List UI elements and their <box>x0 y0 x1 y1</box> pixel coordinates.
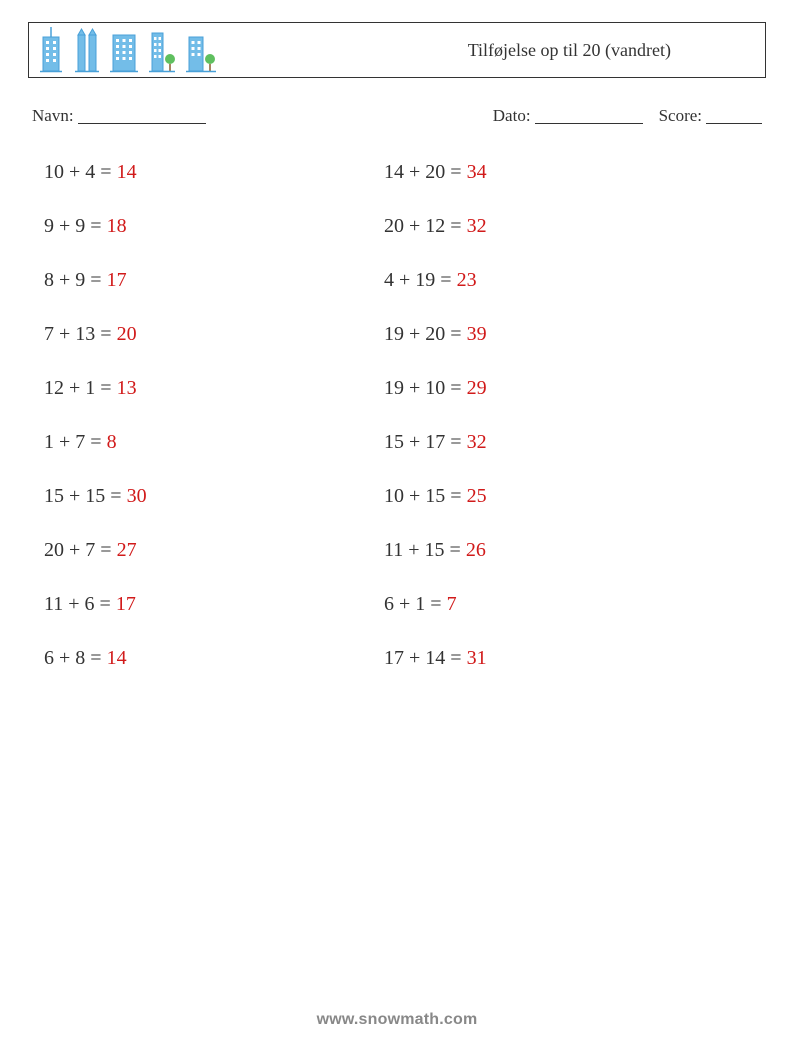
name-label: Navn: <box>32 106 74 126</box>
problem-row: 20 + 12 = 32 <box>384 216 487 236</box>
problem-answer: 14 <box>107 647 127 669</box>
score-label: Score: <box>659 106 702 126</box>
problem-answer: 32 <box>467 431 487 453</box>
problem-expression: 17 + 14 = <box>384 647 467 669</box>
problem-expression: 10 + 4 = <box>44 161 117 183</box>
problem-row: 10 + 4 = 14 <box>44 162 384 182</box>
problem-expression: 9 + 9 = <box>44 215 107 237</box>
problem-row: 11 + 15 = 26 <box>384 540 487 560</box>
problem-answer: 25 <box>467 485 487 507</box>
problem-answer: 26 <box>466 539 486 561</box>
problem-expression: 6 + 8 = <box>44 647 107 669</box>
problem-answer: 20 <box>117 323 137 345</box>
building-icon-3 <box>109 27 139 73</box>
problem-expression: 11 + 6 = <box>44 593 116 615</box>
problem-answer: 8 <box>107 431 117 453</box>
problem-answer: 13 <box>117 377 137 399</box>
problem-row: 7 + 13 = 20 <box>44 324 384 344</box>
header-box: Tilføjelse op til 20 (vandret) <box>28 22 766 78</box>
footer-url: www.snowmath.com <box>0 1011 794 1029</box>
problem-row: 17 + 14 = 31 <box>384 648 487 668</box>
problem-row: 6 + 8 = 14 <box>44 648 384 668</box>
date-blank[interactable] <box>535 106 643 124</box>
problem-row: 9 + 9 = 18 <box>44 216 384 236</box>
problem-answer: 17 <box>116 593 136 615</box>
problem-answer: 14 <box>117 161 137 183</box>
building-icon-1 <box>37 27 65 73</box>
problem-expression: 6 + 1 = <box>384 593 447 615</box>
name-blank[interactable] <box>78 106 206 124</box>
problem-expression: 20 + 7 = <box>44 539 117 561</box>
problems-column-2: 14 + 20 = 34 20 + 12 = 32 4 + 19 = 23 19 + … <box>384 162 487 668</box>
problem-expression: 8 + 9 = <box>44 269 107 291</box>
score-field: Score: <box>659 106 762 126</box>
problem-expression: 10 + 15 = <box>384 485 467 507</box>
problem-row: 4 + 19 = 23 <box>384 270 487 290</box>
problem-answer: 23 <box>457 269 477 291</box>
building-icon-4 <box>147 27 177 73</box>
problem-expression: 15 + 17 = <box>384 431 467 453</box>
problems-column-1: 10 + 4 = 14 9 + 9 = 18 8 + 9 = 17 7 + 13 = … <box>44 162 384 668</box>
problem-row: 11 + 6 = 17 <box>44 594 384 614</box>
date-field: Dato: <box>493 106 643 126</box>
logo-strip <box>37 23 217 77</box>
problem-expression: 7 + 13 = <box>44 323 117 345</box>
problem-row: 20 + 7 = 27 <box>44 540 384 560</box>
problem-row: 10 + 15 = 25 <box>384 486 487 506</box>
problem-answer: 17 <box>107 269 127 291</box>
problem-expression: 14 + 20 = <box>384 161 467 183</box>
date-label: Dato: <box>493 106 531 126</box>
name-field: Navn: <box>32 106 206 126</box>
problem-row: 8 + 9 = 17 <box>44 270 384 290</box>
problem-expression: 1 + 7 = <box>44 431 107 453</box>
problem-answer: 7 <box>447 593 457 615</box>
problem-row: 14 + 20 = 34 <box>384 162 487 182</box>
problem-expression: 15 + 15 = <box>44 485 127 507</box>
problem-row: 12 + 1 = 13 <box>44 378 384 398</box>
problem-expression: 11 + 15 = <box>384 539 466 561</box>
problem-answer: 18 <box>107 215 127 237</box>
problem-row: 6 + 1 = 7 <box>384 594 487 614</box>
problem-row: 1 + 7 = 8 <box>44 432 384 452</box>
problem-answer: 30 <box>127 485 147 507</box>
building-icon-5 <box>185 27 217 73</box>
building-icon-2 <box>73 27 101 73</box>
problem-expression: 12 + 1 = <box>44 377 117 399</box>
page-title: Tilføjelse op til 20 (vandret) <box>468 40 751 61</box>
problem-row: 19 + 20 = 39 <box>384 324 487 344</box>
problem-answer: 29 <box>467 377 487 399</box>
problem-row: 19 + 10 = 29 <box>384 378 487 398</box>
problem-row: 15 + 15 = 30 <box>44 486 384 506</box>
problem-row: 15 + 17 = 32 <box>384 432 487 452</box>
score-blank[interactable] <box>706 106 762 124</box>
problem-expression: 4 + 19 = <box>384 269 457 291</box>
problem-expression: 20 + 12 = <box>384 215 467 237</box>
problem-answer: 34 <box>467 161 487 183</box>
problem-expression: 19 + 10 = <box>384 377 467 399</box>
meta-row: Navn: Dato: Score: <box>32 106 762 126</box>
problem-answer: 31 <box>467 647 487 669</box>
problem-expression: 19 + 20 = <box>384 323 467 345</box>
problem-answer: 32 <box>467 215 487 237</box>
problem-answer: 27 <box>117 539 137 561</box>
problem-answer: 39 <box>467 323 487 345</box>
problems-area: 10 + 4 = 14 9 + 9 = 18 8 + 9 = 17 7 + 13 = … <box>28 162 766 668</box>
